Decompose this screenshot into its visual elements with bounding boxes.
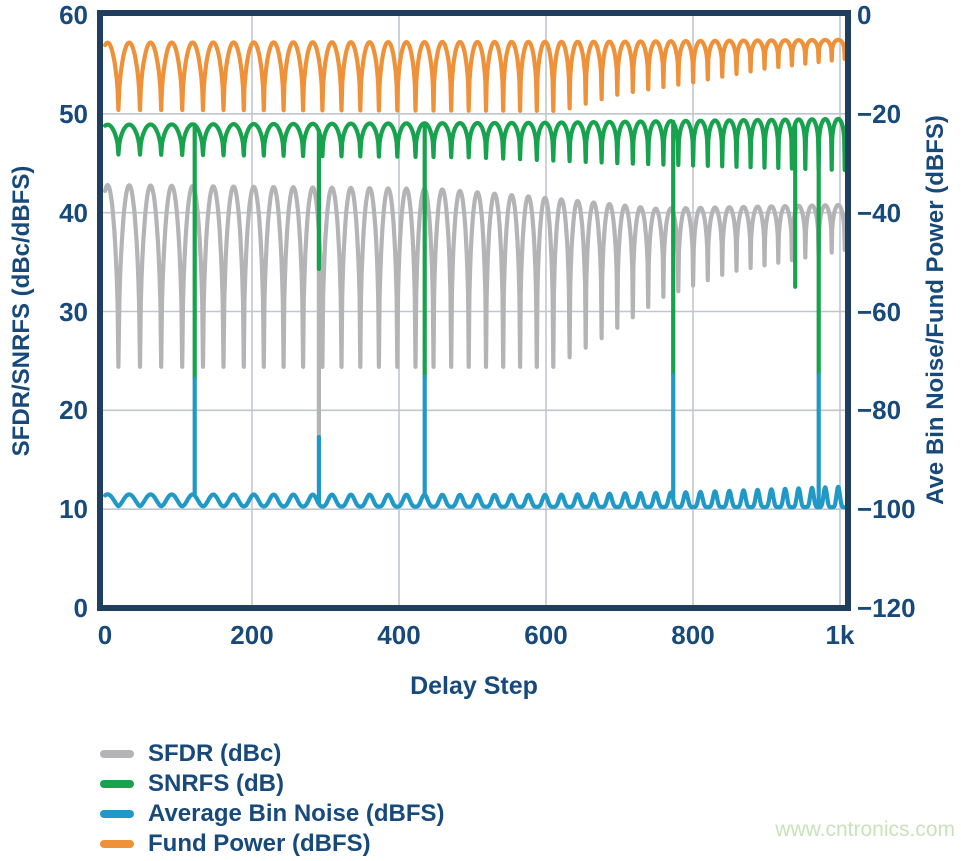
right-axis-tick-label: 0: [857, 0, 872, 30]
x-axis-title: Delay Step: [410, 672, 538, 700]
legend-item-avg-bin-noise: Average Bin Noise (dBFS): [100, 799, 445, 829]
right-axis-tick-label: −120: [857, 593, 916, 623]
legend-item-snrfs: SNRFS (dB): [100, 769, 445, 799]
x-axis-tick-label: 600: [524, 620, 568, 650]
left-axis-tick-label: 50: [59, 99, 88, 129]
legend-label-snrfs: SNRFS (dB): [148, 770, 284, 797]
left-axis-tick-label: 0: [73, 593, 88, 623]
legend-label-fund-power: Fund Power (dBFS): [148, 830, 371, 857]
left-axis-tick-label: 40: [59, 198, 88, 228]
watermark: www.cntronics.com: [775, 818, 955, 841]
legend-swatch-sfdr: [100, 750, 134, 758]
left-axis-tick-label: 10: [59, 494, 88, 524]
right-axis-tick-label: −20: [857, 99, 902, 129]
right-axis-tick-label: −60: [857, 297, 902, 327]
right-axis-title: Ave Bin Noise/Fund Power (dBFS): [922, 115, 949, 505]
left-axis-title: SFDR/SNRFS (dBc/dBFS): [8, 165, 35, 457]
left-axis-tick-label: 20: [59, 395, 88, 425]
x-axis-tick-label: 400: [377, 620, 421, 650]
left-axis-tick-label: 60: [59, 0, 88, 30]
legend-item-sfdr: SFDR (dBc): [100, 739, 445, 769]
right-axis-tick-label: −40: [857, 198, 902, 228]
legend-label-sfdr: SFDR (dBc): [148, 740, 282, 767]
x-axis-tick-label: 1k: [825, 620, 855, 650]
x-axis-tick-label: 200: [230, 620, 274, 650]
legend-swatch-fund-power: [100, 840, 134, 848]
legend: SFDR (dBc) SNRFS (dB) Average Bin Noise …: [100, 739, 445, 859]
right-axis-tick-label: −80: [857, 395, 902, 425]
x-axis-tick-label: 0: [97, 620, 113, 650]
legend-label-avg-bin-noise: Average Bin Noise (dBFS): [148, 800, 445, 827]
right-axis-tick-label: −100: [857, 494, 916, 524]
legend-swatch-avg-bin-noise: [100, 810, 134, 818]
left-axis-tick-label: 30: [59, 297, 88, 327]
legend-item-fund-power: Fund Power (dBFS): [100, 829, 445, 859]
x-axis-tick-label: 800: [671, 620, 715, 650]
legend-swatch-snrfs: [100, 780, 134, 788]
